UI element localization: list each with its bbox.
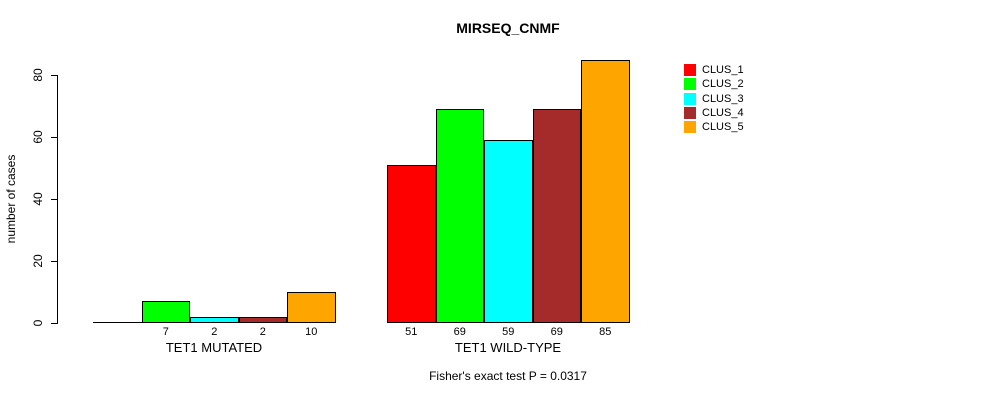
y-tick <box>51 323 57 324</box>
x-group-label-tet1-wild-type: TET1 WILD-TYPE <box>454 340 562 355</box>
y-tick-label: 60 <box>31 130 45 144</box>
bar-value-label: 59 <box>502 326 515 338</box>
legend-swatch-clus-4 <box>684 106 696 119</box>
bar-clus-2-tet1-wild-type <box>435 109 484 323</box>
bar-clus-2-tet1-mutated <box>141 301 190 323</box>
y-axis-title: number of cases <box>4 154 18 244</box>
bar-value-label: 2 <box>259 326 266 338</box>
fisher-test-note: Fisher's exact test P = 0.0317 <box>429 369 587 383</box>
y-tick <box>51 137 57 138</box>
bar-clus-4-tet1-mutated <box>238 316 287 323</box>
legend-label: CLUS_1 <box>702 64 744 76</box>
y-axis-line <box>57 75 58 324</box>
y-tick-label: 0 <box>31 319 45 327</box>
y-tick-label: 80 <box>31 68 45 82</box>
bar-value-label: 2 <box>211 326 218 338</box>
legend-label: CLUS_5 <box>702 121 744 134</box>
legend-swatch-clus-1 <box>684 64 696 76</box>
legend-label: CLUS_2 <box>702 78 744 91</box>
bar-value-label: 7 <box>162 326 169 338</box>
bar-value-label: 69 <box>453 326 466 338</box>
y-tick <box>51 75 57 76</box>
bar-clus-1-tet1-wild-type <box>387 164 436 323</box>
y-tick-label: 20 <box>31 254 45 268</box>
legend-swatch-clus-2 <box>684 78 696 91</box>
chart-title: MIRSEQ_CNMF <box>456 20 560 36</box>
legend-item-clus-3: CLUS_3 <box>684 92 744 105</box>
legend-item-clus-1: CLUS_1 <box>684 64 744 76</box>
y-tick-label: 40 <box>31 192 45 206</box>
bar-clus-5-tet1-wild-type <box>581 59 630 323</box>
legend-item-clus-4: CLUS_4 <box>684 106 744 119</box>
legend-item-clus-5: CLUS_5 <box>684 121 744 134</box>
y-tick <box>51 199 57 200</box>
bar-clus-3-tet1-mutated <box>190 316 239 323</box>
bar-value-label: 51 <box>405 326 418 338</box>
bar-clus-5-tet1-mutated <box>287 292 336 323</box>
legend-swatch-clus-5 <box>684 121 696 134</box>
bar-value-label: 85 <box>599 326 612 338</box>
legend-label: CLUS_3 <box>702 92 744 105</box>
y-tick <box>51 261 57 262</box>
legend-swatch-clus-3 <box>684 92 696 105</box>
legend-label: CLUS_4 <box>702 106 744 119</box>
legend-item-clus-2: CLUS_2 <box>684 78 744 91</box>
bar-clus-4-tet1-wild-type <box>532 109 581 323</box>
x-group-label-tet1-mutated: TET1 MUTATED <box>165 340 263 355</box>
bar-value-label: 69 <box>550 326 563 338</box>
bar-clus-1-tet1-mutated-zero <box>93 322 142 323</box>
bar-value-label: 10 <box>305 326 318 338</box>
bar-clus-3-tet1-wild-type <box>484 140 533 323</box>
